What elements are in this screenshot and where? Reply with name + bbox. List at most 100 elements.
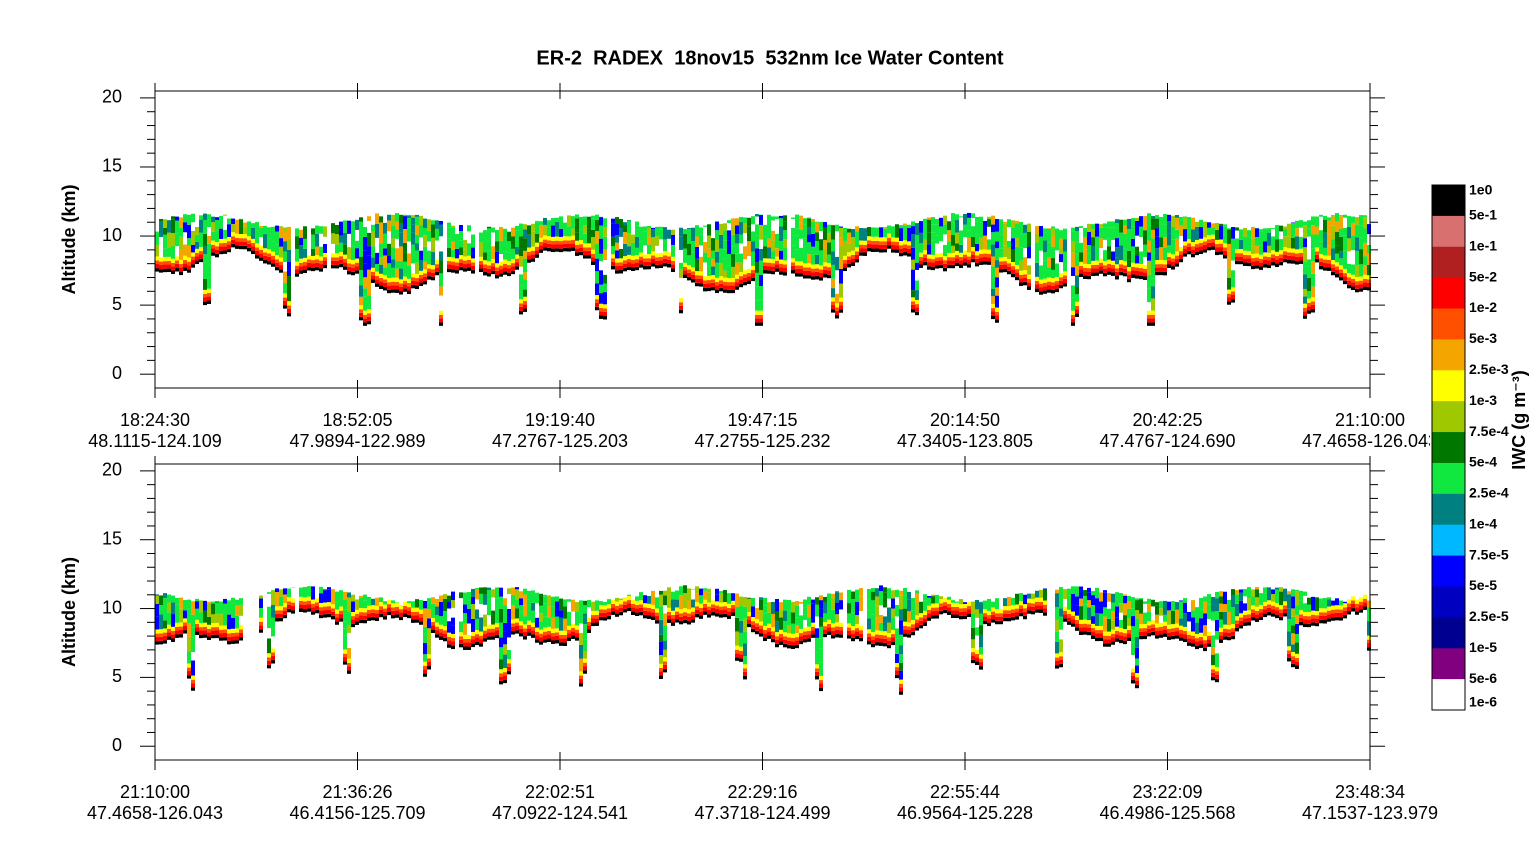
- cloud-cell: [1311, 216, 1315, 226]
- cloud-cell: [1115, 617, 1119, 627]
- cloud-cell: [947, 257, 951, 261]
- cloud-cell: [723, 270, 727, 278]
- cloud-cell: [683, 270, 687, 275]
- cloud-cell: [691, 252, 695, 268]
- cloud-cell: [659, 606, 663, 620]
- cloud-cell: [715, 285, 719, 290]
- cloud-cell: [163, 256, 167, 262]
- cloud-cell: [387, 255, 391, 264]
- cloud-cell: [1347, 606, 1351, 612]
- cloud-cell: [1103, 592, 1107, 608]
- cloud-cell: [307, 596, 311, 601]
- cloud-cell: [1279, 605, 1283, 610]
- cloud-cell: [811, 218, 815, 222]
- cloud-field: [155, 212, 1371, 326]
- cloud-cell: [435, 251, 439, 261]
- cloud-cell: [831, 635, 835, 639]
- cloud-cell: [747, 619, 751, 624]
- cloud-cell: [847, 623, 851, 628]
- cloud-cell: [747, 616, 751, 620]
- cloud-cell: [227, 629, 231, 634]
- cloud-cell: [899, 670, 903, 680]
- cloud-cell: [783, 639, 787, 644]
- cloud-cell: [1211, 654, 1215, 666]
- cloud-cell: [1323, 255, 1327, 260]
- cloud-cell: [423, 608, 427, 620]
- cloud-cell: [1319, 615, 1323, 620]
- cloud-cell: [1087, 232, 1091, 245]
- cloud-cell: [315, 262, 319, 267]
- cloud-cell: [711, 607, 715, 613]
- cloud-cell: [1275, 607, 1279, 611]
- cloud-cell: [887, 633, 891, 638]
- cloud-cell: [603, 283, 607, 293]
- cloud-cell: [819, 638, 823, 649]
- cloud-cell: [1039, 236, 1043, 251]
- cloud-cell: [795, 235, 799, 250]
- cloud-cell: [523, 258, 527, 273]
- cloud-cell: [755, 599, 759, 608]
- cloud-cell: [995, 219, 999, 232]
- cloud-cell: [667, 252, 671, 257]
- cloud-cell: [1003, 613, 1007, 618]
- cloud-cell: [967, 601, 971, 607]
- cloud-cell: [1235, 620, 1239, 624]
- cloud-cell: [1111, 227, 1115, 240]
- cloud-cell: [223, 214, 227, 216]
- x-tick-time: 22:02:51: [525, 782, 595, 802]
- cloud-cell: [783, 264, 787, 268]
- cloud-cell: [271, 255, 275, 260]
- cloud-cell: [795, 214, 799, 229]
- cloud-cell: [459, 247, 463, 256]
- cloud-cell: [1231, 615, 1235, 625]
- cloud-cell: [1355, 265, 1359, 278]
- cloud-cell: [643, 258, 647, 262]
- cloud-cell: [1163, 633, 1167, 637]
- cloud-cell: [743, 246, 747, 260]
- cloud-cell: [271, 627, 275, 637]
- cloud-cell: [755, 262, 759, 273]
- cloud-cell: [895, 245, 899, 250]
- cloud-cell: [707, 224, 711, 236]
- cloud-cell: [663, 251, 667, 256]
- cloud-cell: [395, 229, 399, 239]
- cloud-cell: [935, 224, 939, 236]
- cloud-cell: [663, 640, 667, 650]
- cloud-field: [155, 585, 1371, 695]
- cloud-cell: [463, 623, 467, 635]
- cloud-cell: [699, 234, 703, 246]
- cloud-cell: [915, 304, 919, 308]
- cloud-cell: [1315, 234, 1319, 248]
- cloud-cell: [1227, 301, 1231, 305]
- cloud-cell: [419, 215, 423, 226]
- cloud-cell: [479, 604, 483, 618]
- cloud-cell: [363, 263, 367, 278]
- cloud-cell: [919, 243, 923, 253]
- cloud-cell: [1055, 276, 1059, 282]
- cloud-cell: [583, 255, 587, 259]
- cloud-cell: [523, 229, 527, 239]
- cloud-cell: [935, 607, 939, 611]
- cloud-cell: [275, 610, 279, 614]
- cloud-cell: [259, 607, 263, 618]
- cloud-cell: [1339, 276, 1343, 281]
- cloud-cell: [747, 272, 751, 277]
- cloud-cell: [1247, 614, 1251, 618]
- cloud-cell: [911, 301, 915, 305]
- cloud-cell: [335, 222, 339, 225]
- cloud-cell: [1287, 594, 1291, 609]
- cloud-cell: [483, 614, 487, 627]
- cloud-cell: [371, 224, 375, 232]
- cloud-cell: [1151, 286, 1155, 299]
- cloud-cell: [1143, 230, 1147, 245]
- cloud-cell: [1251, 226, 1255, 239]
- cloud-cell: [631, 597, 635, 600]
- cloud-cell: [539, 593, 543, 606]
- cloud-cell: [791, 270, 795, 274]
- cloud-cell: [359, 270, 363, 286]
- cloud-cell: [851, 262, 855, 266]
- cloud-cell: [1207, 242, 1211, 247]
- cloud-cell: [1295, 633, 1299, 643]
- cloud-cell: [1191, 643, 1195, 647]
- cloud-cell: [435, 606, 439, 615]
